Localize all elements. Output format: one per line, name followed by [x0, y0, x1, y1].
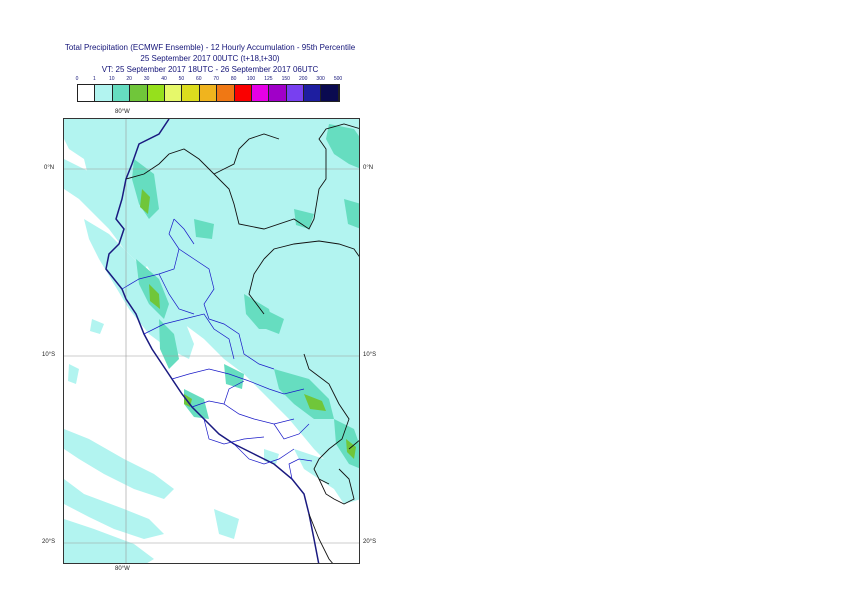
legend-swatch	[182, 85, 200, 101]
title-line-1: Total Precipitation (ECMWF Ensemble) - 1…	[64, 43, 356, 52]
legend-swatch	[164, 85, 183, 101]
legend-tick-label: 40	[161, 76, 167, 82]
precip-light-field	[64, 119, 359, 563]
title-line-2: 25 September 2017 00UTC (t+18,t+30)	[140, 54, 280, 63]
legend-swatch	[304, 85, 322, 101]
legend-swatch	[78, 85, 96, 101]
legend-swatch	[95, 85, 113, 101]
legend-tick-label: 10	[109, 76, 115, 82]
legend-tick-label: 200	[299, 76, 308, 82]
legend-tick-label: 80	[230, 76, 237, 82]
legend-tick-label: 500	[333, 76, 343, 82]
legend-swatch	[234, 85, 252, 101]
legend-tick-label: 30	[143, 76, 150, 82]
title-line-3: VT: 25 September 2017 18UTC - 26 Septemb…	[101, 65, 319, 74]
map-svg	[64, 119, 359, 563]
lat-label-left-1: 10°S	[42, 352, 56, 358]
legend-swatch	[251, 85, 270, 101]
legend-swatch	[112, 85, 131, 101]
legend-swatch	[286, 85, 305, 101]
legend-swatch	[321, 85, 339, 101]
lat-label-right-2: 20°S	[363, 539, 377, 545]
graticule	[64, 119, 359, 563]
legend-tick-label: 125	[264, 76, 273, 82]
lat-label-right-1: 10°S	[363, 352, 377, 358]
legend-bar	[77, 84, 340, 102]
legend-tick-label: 300	[316, 76, 325, 82]
precipitation-map	[63, 118, 360, 564]
legend-tick-label: 150	[281, 76, 290, 82]
legend-tick-label: 0	[75, 76, 79, 82]
legend-tick-label: 1	[93, 76, 96, 82]
color-legend: 0 1 10 20 30 40 50 60 70 80 100 125 150 200 300 500	[75, 76, 347, 102]
country-borders	[125, 123, 359, 563]
legend-tick-label: 50	[178, 76, 185, 82]
legend-swatch	[130, 85, 148, 101]
precip-heavy-cores	[140, 189, 356, 459]
legend-swatch	[269, 85, 287, 101]
legend-swatch	[147, 85, 165, 101]
lat-label-left-2: 20°S	[42, 539, 56, 545]
legend-swatch	[199, 85, 218, 101]
lat-label-left-0: 0°N	[44, 165, 55, 171]
lon-label-bottom: 80°W	[115, 566, 130, 572]
legend-swatch	[217, 85, 235, 101]
legend-tick-label: 100	[246, 76, 256, 82]
legend-tick-label: 20	[126, 76, 132, 82]
legend-tick-label: 70	[213, 76, 219, 82]
lat-label-right-0: 0°N	[363, 165, 374, 171]
chart-title: Total Precipitation (ECMWF Ensemble) - 1…	[40, 42, 380, 75]
legend-tick-label: 60	[196, 76, 202, 82]
admin-borders	[121, 218, 313, 480]
lon-label-top: 80°W	[115, 109, 130, 115]
